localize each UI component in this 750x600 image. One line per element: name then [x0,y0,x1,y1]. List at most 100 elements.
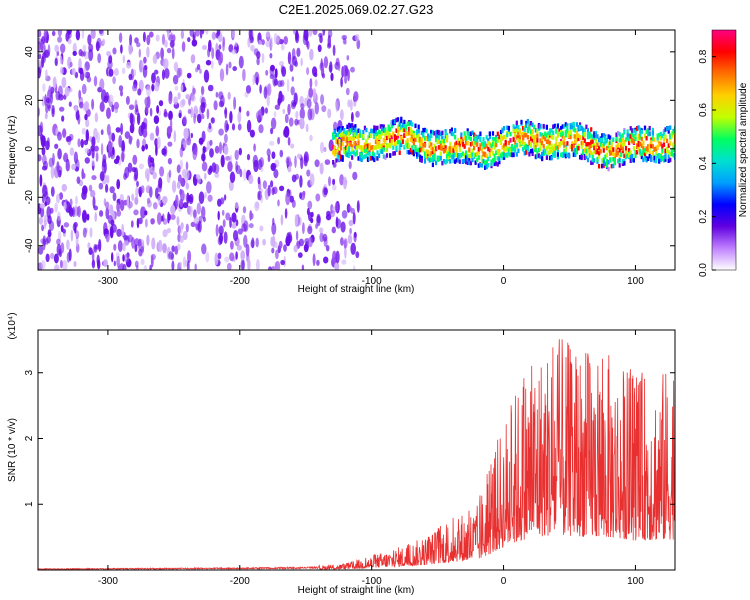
heatmap-noise-cell [106,107,111,119]
heatmap-noise-cell [314,102,319,115]
heatmap-signal-cell [465,135,468,141]
heatmap-noise-cell [303,154,308,167]
heatmap-signal-cell [579,124,582,130]
heatmap-signal-cell [563,152,566,158]
heatmap-noise-cell [182,202,189,209]
heatmap-signal-cell [613,153,616,158]
heatmap-signal-cell [363,144,366,150]
heatmap-signal-cell [347,131,351,136]
heatmap-signal-cell [446,154,449,159]
heatmap-signal-cell [414,144,417,150]
heatmap-noise-cell [227,91,231,100]
heatmap-signal-cell [359,152,362,157]
heatmap-signal-cell [378,153,381,158]
heatmap-signal-cell [362,147,365,153]
heatmap-signal-cell [357,138,360,143]
heatmap-noise-cell [176,164,181,174]
heatmap-signal-cell [588,153,591,158]
heatmap-signal-cell [541,156,544,161]
heatmap-noise-cell [343,238,348,249]
heatmap-signal-cell [378,140,381,146]
heatmap-noise-cell [158,100,164,107]
heatmap-noise-cell [99,210,104,217]
heatmap-signal-cell [477,163,480,168]
heatmap-signal-cell [498,156,501,162]
heatmap-noise-cell [235,251,238,260]
heatmap-noise-cell [204,172,207,180]
heatmap-noise-cell [250,44,255,52]
heatmap-noise-cell [98,30,104,35]
heatmap-signal-cell [385,144,389,149]
heatmap-signal-cell [387,134,390,140]
heatmap-signal-cell [529,121,533,126]
heatmap-noise-cell [344,65,349,77]
heatmap-signal-cell [346,141,349,147]
heatmap-signal-cell [566,129,569,134]
heatmap-noise-cell [280,214,284,226]
heatmap-signal-cell [647,147,650,152]
heatmap-signal-cell [436,145,439,150]
heatmap-noise-cell [199,68,202,74]
heatmap-signal-cell [620,141,623,146]
heatmap-signal-cell [574,139,577,144]
heatmap-signal-cell [607,166,610,172]
heatmap-signal-cell [454,128,457,133]
heatmap-noise-cell [131,193,135,201]
heatmap-signal-cell [593,135,596,141]
heatmap-signal-cell [664,134,667,139]
heatmap-signal-cell [501,155,504,160]
heatmap-signal-cell [520,140,523,145]
heatmap-signal-cell [354,124,357,129]
heatmap-signal-cell [640,143,643,148]
heatmap-signal-cell [621,161,624,166]
heatmap-noise-cell [146,172,150,182]
heatmap-signal-cell [629,134,632,139]
heatmap-signal-cell [496,138,499,143]
heatmap-signal-cell [572,143,575,148]
heatmap-noise-cell [78,89,82,100]
heatmap-noise-cell [65,162,71,172]
heatmap-signal-cell [594,150,597,155]
heatmap-signal-cell [381,149,384,154]
heatmap-signal-cell [541,132,544,138]
heatmap-noise-cell [108,68,114,77]
heatmap-noise-cell [256,57,260,66]
snr-series-line [38,339,675,570]
heatmap-signal-cell [382,147,385,152]
heatmap-noise-cell [200,85,205,96]
heatmap-signal-cell [669,141,672,146]
heatmap-noise-cell [138,217,143,225]
heatmap-signal-cell [352,132,355,138]
heatmap-signal-cell [545,124,548,130]
heatmap-noise-cell [303,243,309,253]
heatmap-noise-cell [85,129,90,143]
heatmap-noise-cell [341,259,347,265]
heatmap-signal-cell [365,139,368,144]
heatmap-signal-cell [556,149,559,155]
heatmap-signal-cell [340,154,343,160]
heatmap-signal-cell [359,155,362,160]
heatmap-signal-cell [580,140,583,146]
heatmap-signal-cell [585,154,588,160]
heatmap-signal-cell [420,158,423,163]
heatmap-noise-cell [142,31,146,43]
heatmap-noise-cell [337,61,341,72]
heatmap-noise-cell [43,30,48,39]
heatmap-signal-cell [670,131,673,136]
heatmap-noise-cell [169,39,175,49]
heatmap-noise-cell [332,178,336,186]
heatmap-noise-cell [182,230,188,241]
heatmap-signal-cell [468,158,471,163]
heatmap-signal-cell [544,131,547,136]
heatmap-signal-cell [484,160,487,165]
heatmap-signal-cell [444,131,447,137]
heatmap-signal-cell [556,145,559,150]
heatmap-signal-cell [650,157,653,162]
heatmap-noise-cell [99,101,105,112]
heatmap-noise-cell [79,101,84,109]
heatmap-signal-cell [629,137,632,143]
heatmap-noise-cell [58,230,62,242]
y-tick-label: -40 [24,238,35,253]
heatmap-signal-cell [411,150,414,155]
heatmap-noise-cell [86,213,90,221]
